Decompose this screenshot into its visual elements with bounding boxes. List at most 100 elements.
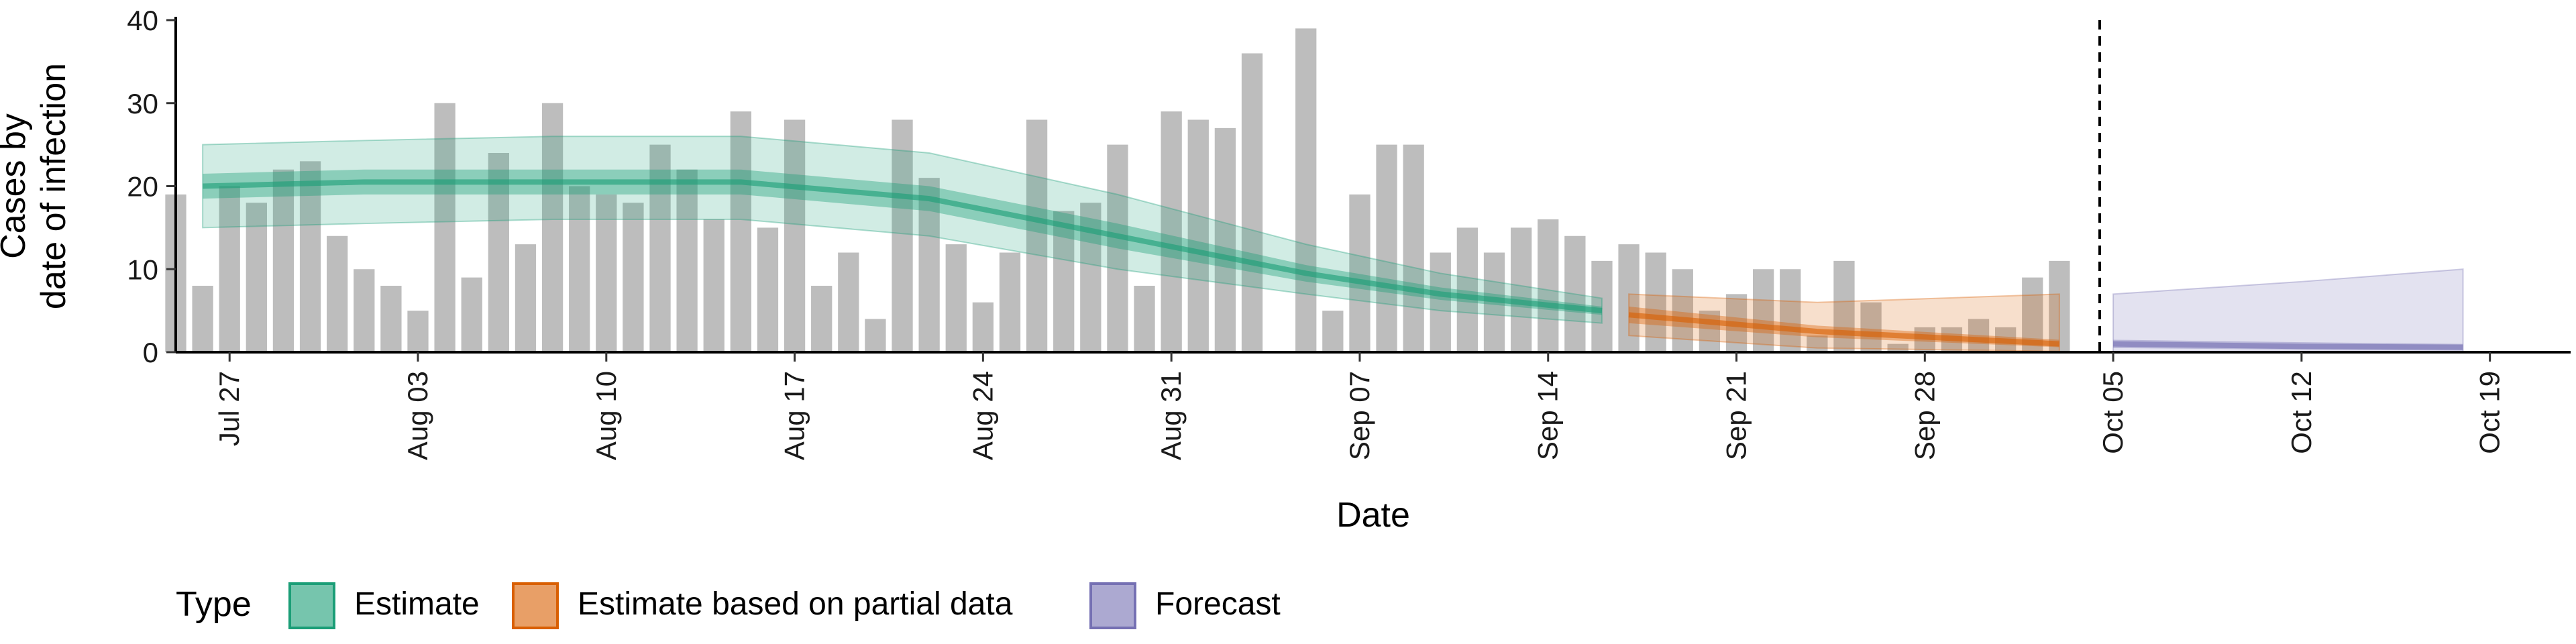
case-bar [407, 311, 429, 352]
case-bar [488, 153, 509, 352]
case-bar [1349, 194, 1371, 352]
case-bar [461, 277, 482, 352]
case-bar [1672, 269, 1693, 352]
x-tick-label: Aug 10 [590, 371, 622, 460]
case-bar [541, 103, 564, 352]
case-bar [1214, 127, 1236, 352]
case-bar [1134, 286, 1155, 352]
case-bar [865, 319, 886, 352]
case-bar [354, 269, 375, 352]
case-bar [972, 302, 994, 352]
legend-label: Estimate based on partial data [578, 586, 1013, 622]
case-bar [1860, 302, 1882, 352]
x-tick-label: Aug 31 [1155, 371, 1187, 460]
case-bar [1538, 219, 1559, 352]
legend-swatch [1089, 582, 1136, 629]
x-tick-label: Oct 05 [2097, 371, 2129, 454]
x-tick-label: Sep 07 [1344, 371, 1375, 460]
case-bar [757, 227, 779, 352]
case-bar [246, 203, 267, 352]
axes: 0 10 20 30 40 Jul 27 Aug 03 Aug 10 Aug 17 Aug 24 A… [127, 5, 2571, 460]
case-bar [327, 235, 348, 352]
case-bar [1053, 211, 1075, 352]
median-line-estimate [203, 179, 1603, 314]
x-tick-label: Sep 28 [1909, 371, 1940, 460]
case-bar [649, 144, 671, 352]
case-bar [2049, 260, 2070, 352]
case-bar [1780, 269, 1801, 352]
legend-swatch [288, 582, 335, 629]
x-tick-label: Oct 19 [2474, 371, 2506, 454]
x-tick-label: Oct 12 [2286, 371, 2317, 454]
case-bar [272, 169, 294, 352]
case-bar [892, 119, 913, 352]
y-tick-label: 20 [127, 171, 158, 203]
case-bar [1322, 311, 1344, 352]
y-tick-label: 40 [127, 5, 158, 36]
case-bar [219, 186, 240, 352]
case-bar [192, 286, 213, 352]
y-axis-title-line: date of infection [34, 63, 73, 309]
case-bar [999, 252, 1021, 352]
case-bar [811, 286, 833, 352]
case-bar [1241, 53, 1263, 352]
case-bar [1026, 119, 1048, 352]
case-bar [1161, 111, 1182, 352]
legend-label: Forecast [1155, 586, 1281, 622]
case-bar [515, 244, 537, 352]
x-tick-label: Sep 21 [1721, 371, 1752, 460]
case-bar [596, 194, 617, 352]
case-bar [1187, 119, 1209, 352]
median-line-forecast [2113, 341, 2463, 350]
y-axis-title-line: Cases by [0, 113, 33, 259]
case-bar [1403, 144, 1424, 352]
case-bar [918, 178, 940, 352]
case-bar [1295, 28, 1317, 352]
case-bar [1699, 311, 1721, 352]
case-bar [1430, 252, 1451, 352]
band-90-forecast [2112, 268, 2464, 353]
case-bar [784, 119, 806, 352]
legend-title: Type [176, 585, 252, 624]
y-tick-label: 30 [127, 88, 158, 119]
case-bar [703, 219, 724, 352]
observed-case-bars [165, 28, 2070, 352]
case-bar [434, 103, 455, 352]
x-axis-title: Date [1336, 496, 1410, 535]
x-tick-label: Aug 24 [967, 371, 998, 460]
case-bar [1752, 269, 1774, 352]
y-tick-label: 0 [143, 337, 158, 368]
x-tick-label: Sep 14 [1532, 371, 1564, 460]
x-tick-label: Aug 17 [779, 371, 810, 460]
median-line-estimate-based-on-partial-data [1628, 312, 2060, 347]
x-tick-label: Aug 03 [402, 371, 433, 460]
case-bar [1968, 319, 1990, 352]
case-bar [676, 169, 698, 352]
case-bar [623, 203, 644, 352]
case-bar [1456, 227, 1479, 352]
x-tick-label: Jul 27 [213, 371, 245, 446]
legend-swatch [512, 582, 559, 629]
case-bar [380, 286, 402, 352]
case-bar [1376, 144, 1397, 352]
y-tick-label: 10 [127, 254, 158, 285]
case-bar [1833, 260, 1855, 352]
case-bar [299, 161, 321, 352]
case-bar [569, 186, 590, 352]
case-bar [1510, 227, 1532, 352]
case-bar [1564, 235, 1586, 352]
case-bar [1591, 260, 1613, 352]
legend-label: Estimate [354, 586, 480, 622]
y-axis-title: Cases by date of infection [0, 63, 73, 309]
case-bar [1107, 144, 1128, 352]
legend: Type Estimate Estimate based on partial da… [176, 582, 1281, 629]
case-bar [1618, 244, 1640, 352]
case-bar [1887, 343, 1909, 352]
case-bar [1645, 252, 1666, 352]
case-bar [838, 252, 859, 352]
case-bar [730, 111, 752, 352]
case-bar [945, 244, 967, 352]
estimate-lines [203, 179, 2463, 350]
case-bar [1807, 335, 1828, 352]
